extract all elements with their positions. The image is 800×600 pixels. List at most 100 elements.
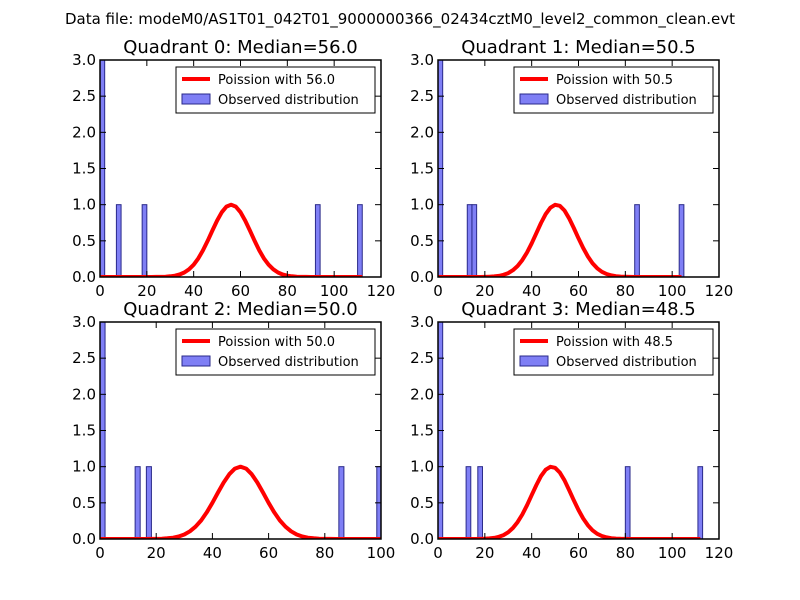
quadrant-panels: Quadrant 0: Median=56.0 0 20 40 60 80 100 120 0.… [72,37,733,562]
x-tick-label: 20 [137,282,156,300]
x-tick-label: 20 [475,282,494,300]
legend-box [175,328,376,376]
y-tick-label: 1.5 [72,160,96,178]
y-tick-label: 0.0 [410,268,434,286]
legend-bar-swatch [519,355,549,367]
x-tick-label: 40 [184,282,203,300]
histogram-bar [624,466,631,539]
y-tick-label: 3.0 [72,51,96,69]
histogram-bar [466,204,473,277]
quadrant-3-panel: Quadrant 3: Median=48.5 0 20 40 60 80 100 120 0.… [410,299,733,562]
quadrant-3-legend: Poission with 48.5 Observed distribution [513,328,714,376]
legend-bar-swatch [181,93,211,105]
y-tick-label: 0.5 [410,494,434,512]
x-tick-label: 80 [315,544,334,562]
x-tick-label: 20 [147,544,166,562]
quadrant-0-title: Quadrant 0: Median=56.0 [123,37,358,58]
quadrant-2-title: Quadrant 2: Median=50.0 [123,299,358,320]
y-tick-label: 3.0 [72,313,96,331]
x-tick-label: 60 [231,282,250,300]
y-tick-label: 1.0 [72,196,96,214]
x-tick-label: 60 [569,544,588,562]
histogram-bar [357,204,363,277]
legend-curve-label: Poission with 56.0 [218,73,335,88]
legend-box [175,66,376,114]
histogram-bar [471,204,478,277]
quadrant-1-panel: Quadrant 1: Median=50.5 0 20 40 60 80 100 120 0.… [410,37,733,300]
x-tick-label: 80 [278,282,297,300]
histogram-bar [314,204,321,277]
quadrant-3-title: Quadrant 3: Median=48.5 [461,299,696,320]
x-tick-label: 100 [658,544,687,562]
y-tick-label: 1.0 [410,458,434,476]
histogram-bar [115,204,122,277]
legend-curve-label: Poission with 50.5 [556,73,673,88]
y-tick-label: 2.5 [410,349,434,367]
x-tick-label: 120 [367,282,396,300]
quadrant-0-legend: Poission with 56.0 Observed distribution [175,66,376,114]
y-tick-label: 2.0 [72,123,96,141]
x-tick-label: 40 [522,544,541,562]
legend-bar-swatch [181,355,211,367]
y-tick-label: 0.0 [410,530,434,548]
histogram-bar [477,466,483,539]
histogram-bar [634,204,640,277]
x-tick-label: 40 [522,282,541,300]
y-tick-label: 0.5 [72,232,96,250]
poisson-curve [438,202,682,277]
quadrant-1-title: Quadrant 1: Median=50.5 [461,37,696,58]
histogram-bar [134,466,141,539]
legend-bar-label: Observed distribution [218,355,359,370]
y-tick-label: 3.0 [410,313,434,331]
y-tick-label: 0.5 [72,494,96,512]
x-tick-label: 120 [705,544,734,562]
x-tick-label: 40 [203,544,222,562]
y-tick-label: 1.0 [72,458,96,476]
x-tick-label: 100 [367,544,396,562]
x-tick-label: 100 [658,282,687,300]
histogram-bar [697,466,704,539]
y-tick-label: 1.5 [410,422,434,440]
x-tick-label: 0 [433,282,443,300]
quadrant-2-panel: Quadrant 2: Median=50.0 0 20 40 60 80 100 0.0 0.… [72,299,395,562]
legend-bar-label: Observed distribution [556,355,697,370]
y-tick-label: 2.0 [72,385,96,403]
histogram-bar [338,466,345,539]
quadrant-1-legend: Poission with 50.5 Observed distribution [513,66,714,114]
legend-curve-label: Poission with 50.0 [218,335,335,350]
x-tick-label: 80 [616,544,635,562]
x-tick-label: 60 [569,282,588,300]
y-tick-label: 1.0 [410,196,434,214]
histogram-bar [678,204,685,277]
legend-bar-label: Observed distribution [556,93,697,108]
x-tick-label: 100 [320,282,349,300]
y-tick-label: 0.0 [72,268,96,286]
x-tick-label: 20 [475,544,494,562]
legend-bar-label: Observed distribution [218,93,359,108]
y-tick-label: 2.5 [72,87,96,105]
legend-box [513,328,714,376]
y-tick-label: 3.0 [410,51,434,69]
y-tick-label: 2.0 [410,123,434,141]
histogram-bar [145,466,152,539]
x-tick-label: 0 [95,282,105,300]
histogram-bar [465,466,472,539]
y-tick-label: 1.5 [410,160,434,178]
y-tick-label: 2.5 [410,87,434,105]
legend-box [513,66,714,114]
quadrant-0-panel: Quadrant 0: Median=56.0 0 20 40 60 80 100 120 0.… [72,37,395,300]
y-tick-label: 1.5 [72,422,96,440]
x-tick-label: 80 [616,282,635,300]
x-tick-label: 60 [259,544,278,562]
quadrant-2-legend: Poission with 50.0 Observed distribution [175,328,376,376]
x-tick-label: 120 [705,282,734,300]
y-tick-label: 2.5 [72,349,96,367]
y-tick-label: 0.5 [410,232,434,250]
histogram-bar [141,204,148,277]
legend-curve-label: Poission with 48.5 [556,335,673,350]
x-tick-label: 0 [95,544,105,562]
y-tick-label: 2.0 [410,385,434,403]
legend-bar-swatch [519,93,549,105]
x-tick-label: 0 [433,544,443,562]
